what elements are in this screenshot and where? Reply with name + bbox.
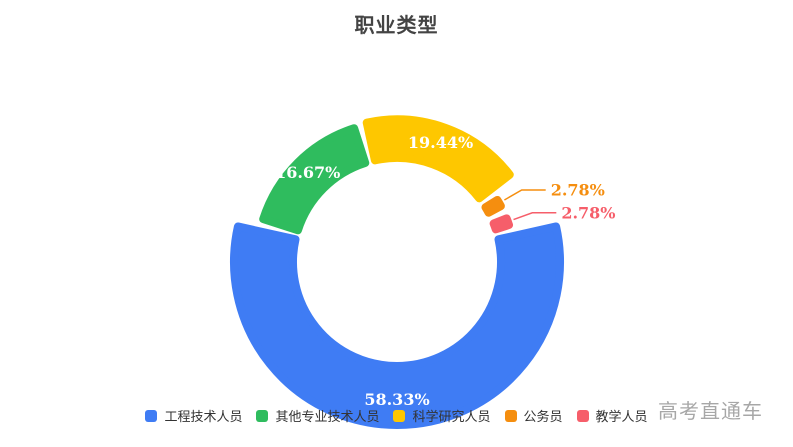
legend-item-4[interactable]: 公务员 [504, 406, 563, 425]
chart-title: 职业类型 [354, 13, 439, 37]
legend-swatch [576, 409, 589, 422]
pie-slice-1 [230, 222, 564, 429]
legend-label: 其他专业技术人员 [275, 410, 380, 425]
legend-item-1[interactable]: 工程技术人员 [145, 406, 242, 425]
leader-line-4 [504, 189, 546, 201]
leader-lines-layer [504, 189, 557, 221]
watermark: 高考直通车 [658, 399, 763, 423]
pie-slice-5 [489, 214, 514, 234]
pie-slice-4 [481, 195, 505, 217]
legend-label: 公务员 [523, 410, 563, 425]
pie-slice-2 [259, 124, 370, 235]
data-label-2: 16.67% [275, 163, 340, 182]
legend-item-3[interactable]: 科学研究人员 [393, 406, 491, 425]
legend-swatch [145, 409, 158, 422]
data-label-1: 58.33% [364, 390, 429, 409]
data-label-4: 2.78% [551, 180, 605, 199]
data-labels-layer: 58.33% 16.67% 19.44% 2.78% 2.78% [275, 133, 615, 409]
legend-swatch [256, 409, 269, 422]
legend-swatch [504, 409, 517, 422]
legend-item-5[interactable]: 教学人员 [576, 406, 648, 425]
slices-layer [230, 115, 564, 429]
chart-legend: 工程技术人员 其他专业技术人员 科学研究人员 公务员 教学人员 [0, 406, 793, 425]
pie-slice-3 [362, 115, 514, 203]
legend-label: 科学研究人员 [412, 410, 491, 425]
legend-item-2[interactable]: 其他专业技术人员 [256, 406, 379, 425]
data-label-3: 19.44% [408, 133, 473, 152]
data-label-5: 2.78% [561, 203, 615, 222]
legend-label: 教学人员 [595, 410, 648, 425]
legend-swatch [393, 409, 406, 422]
leader-line-5 [513, 212, 557, 221]
legend-label: 工程技术人员 [164, 410, 243, 425]
